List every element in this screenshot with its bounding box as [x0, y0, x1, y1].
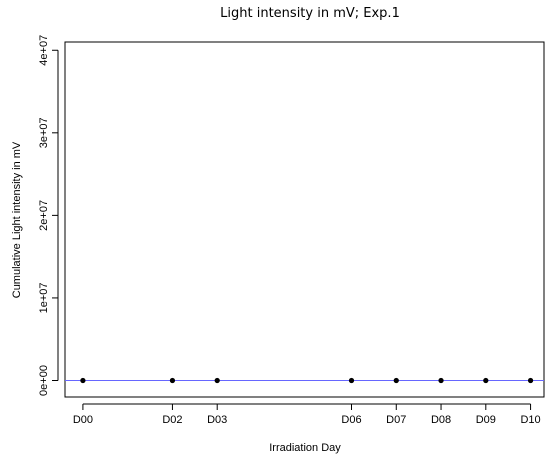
x-tick-label: D06: [341, 414, 361, 426]
chart-title: Light intensity in mV; Exp.1: [220, 6, 400, 21]
y-tick-label: 0e+00: [38, 365, 50, 396]
y-axis: 0e+00 1e+07 2e+07 3e+07 4e+07: [38, 35, 58, 396]
data-point-d09: [483, 378, 488, 383]
y-tick-label: 4e+07: [38, 35, 50, 66]
y-axis-label: Cumulative Light intensity in mV: [11, 141, 23, 298]
data-point-d07: [394, 378, 399, 383]
x-tick-label: D02: [162, 414, 182, 426]
y-tick-label: 1e+07: [38, 282, 50, 313]
x-axis-label: Irradiation Day: [269, 442, 341, 454]
x-tick-label: D00: [73, 414, 93, 426]
y-tick-label: 2e+07: [38, 200, 50, 231]
x-tick-label: D09: [476, 414, 496, 426]
plot-frame: [65, 42, 544, 397]
data-point-d08: [438, 378, 443, 383]
data-point-d02: [170, 378, 175, 383]
x-tick-label: D08: [431, 414, 451, 426]
x-tick-label: D03: [207, 414, 227, 426]
x-tick-label: D07: [386, 414, 406, 426]
x-axis: D00 D02 D03 D06 D07 D08 D09 D10: [73, 404, 541, 426]
data-point-d03: [215, 378, 220, 383]
x-tick-label: D10: [520, 414, 540, 426]
data-point-d06: [349, 378, 354, 383]
data-point-d00: [80, 378, 85, 383]
y-tick-label: 3e+07: [38, 117, 50, 148]
data-point-d10: [528, 378, 533, 383]
